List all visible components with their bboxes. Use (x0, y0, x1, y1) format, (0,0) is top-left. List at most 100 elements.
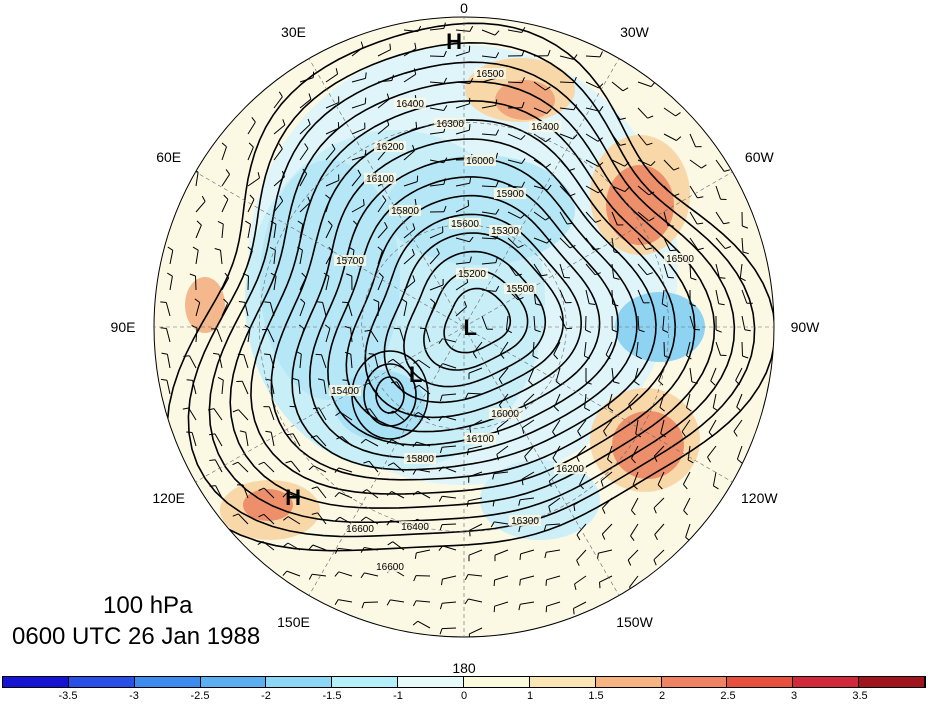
wind-barb-flag (160, 302, 166, 303)
low-pressure-label: L (463, 315, 476, 341)
wind-barb-flag (600, 582, 601, 588)
wind-barb-flag (719, 278, 725, 279)
wind-barb (586, 316, 587, 330)
longitude-label: 120E (152, 490, 185, 506)
wind-barb-flag (264, 302, 270, 303)
wind-barb (430, 56, 444, 57)
wind-barb (248, 276, 249, 290)
wind-barb-flag (161, 328, 167, 329)
wind-barb-flag (546, 580, 547, 586)
wind-barb-flag (317, 302, 323, 303)
contour-label: 15700 (336, 256, 364, 267)
colorbar-tick-label: -2.5 (191, 690, 210, 702)
wind-barb-flag (670, 250, 676, 251)
contour-label: 15500 (506, 284, 534, 295)
colorbar-swatch (201, 677, 267, 687)
contour-label: 16100 (466, 434, 494, 445)
colorbar-swatch (3, 677, 69, 687)
datetime-title: 0600 UTC 26 Jan 1988 (12, 623, 260, 651)
longitude-label: 30W (620, 24, 649, 40)
colorbar-swatch (135, 677, 201, 687)
wind-barb-flag (342, 302, 348, 303)
wind-barb-flag (520, 554, 521, 560)
anomaly-blob (185, 277, 225, 333)
wind-barb-flag (264, 354, 270, 355)
wind-barb (196, 276, 197, 290)
longitude-label: 150W (616, 614, 653, 630)
colorbar-swatch (662, 677, 728, 687)
colorbar-tick-label: 3 (791, 690, 797, 702)
wind-barb-flag (416, 122, 417, 128)
contour-label: 16400 (531, 122, 559, 133)
anomaly-blob (260, 160, 400, 400)
wind-barb-flag (564, 277, 570, 278)
colorbar-tick-label: 2 (659, 690, 665, 702)
colorbar-swatch (464, 677, 530, 687)
wind-barb-flag (574, 608, 575, 614)
contour-label: 16000 (491, 409, 519, 420)
colorbar-tick-label: 2.5 (720, 690, 735, 702)
contour-label: 15800 (391, 206, 419, 217)
anomaly-blob (495, 80, 555, 120)
longitude-label: 30E (281, 24, 306, 40)
contour-label: 15900 (496, 189, 524, 200)
contour-label: 16400 (396, 99, 424, 110)
contour-label: 16500 (666, 254, 694, 265)
contour-label: 15200 (458, 269, 486, 280)
longitude-label: 90E (111, 319, 136, 335)
contour-label: 16200 (556, 464, 584, 475)
contour-label: 16500 (476, 69, 504, 80)
contour-label: 16100 (366, 174, 394, 185)
high-pressure-label: H (285, 485, 301, 511)
colorbar-tick-label: -1 (393, 690, 403, 702)
wind-barb (560, 82, 574, 83)
colorbar-swatch (332, 677, 398, 687)
colorbar-tick-label: -2 (261, 690, 271, 702)
colorbar-swatch (596, 677, 662, 687)
colorbar-tick-label: 3.5 (852, 690, 867, 702)
colorbar-tick-label: -3.5 (59, 690, 78, 702)
colorbar-tick-label: 1 (527, 690, 533, 702)
level-title: 100 hPa (103, 592, 192, 620)
contour-label: 16600 (346, 524, 374, 535)
colorbar-tick-label: -3 (129, 690, 139, 702)
wind-barb (482, 186, 496, 187)
colorbar-swatch (727, 677, 793, 687)
longitude-label: 150E (277, 614, 310, 630)
wind-barb-flag (469, 124, 470, 130)
colorbar-swatch (69, 677, 135, 687)
wind-barb-flag (390, 44, 391, 50)
contour-label: 16200 (376, 142, 404, 153)
wind-barb-flag (668, 277, 674, 278)
colorbar-tick-label: 0 (461, 690, 467, 702)
high-pressure-label: H (446, 29, 462, 55)
colorbar-swatch (266, 677, 332, 687)
wind-barb-flag (494, 580, 495, 586)
wind-barb (664, 342, 665, 356)
colorbar-swatch (530, 677, 596, 687)
colorbar-tick-label: 1.5 (588, 690, 603, 702)
wind-barb (442, 524, 456, 525)
longitude-label: 120W (741, 490, 778, 506)
colorbar (2, 676, 926, 688)
wind-barb (442, 628, 456, 629)
contour-label: 16000 (466, 156, 494, 167)
contour-label: 16600 (376, 562, 404, 573)
contour-label: 15800 (406, 454, 434, 465)
wind-barb-flag (520, 580, 521, 586)
longitude-label: 0 (460, 0, 468, 16)
wind-barb-flag (366, 72, 367, 78)
colorbar-swatch (793, 677, 859, 687)
longitude-label: 90W (791, 319, 820, 335)
wind-barb (364, 602, 378, 603)
wind-barb-flag (187, 380, 193, 381)
contour-label: 15300 (491, 226, 519, 237)
anomaly-blob (606, 165, 674, 245)
longitude-label: 180 (452, 660, 475, 676)
longitude-label: 60E (156, 149, 181, 165)
colorbar-swatch (398, 677, 464, 687)
wind-barb (742, 342, 743, 356)
contour-label: 16400 (401, 522, 429, 533)
longitude-label: 60W (745, 149, 774, 165)
contour-label: 15400 (331, 386, 359, 397)
